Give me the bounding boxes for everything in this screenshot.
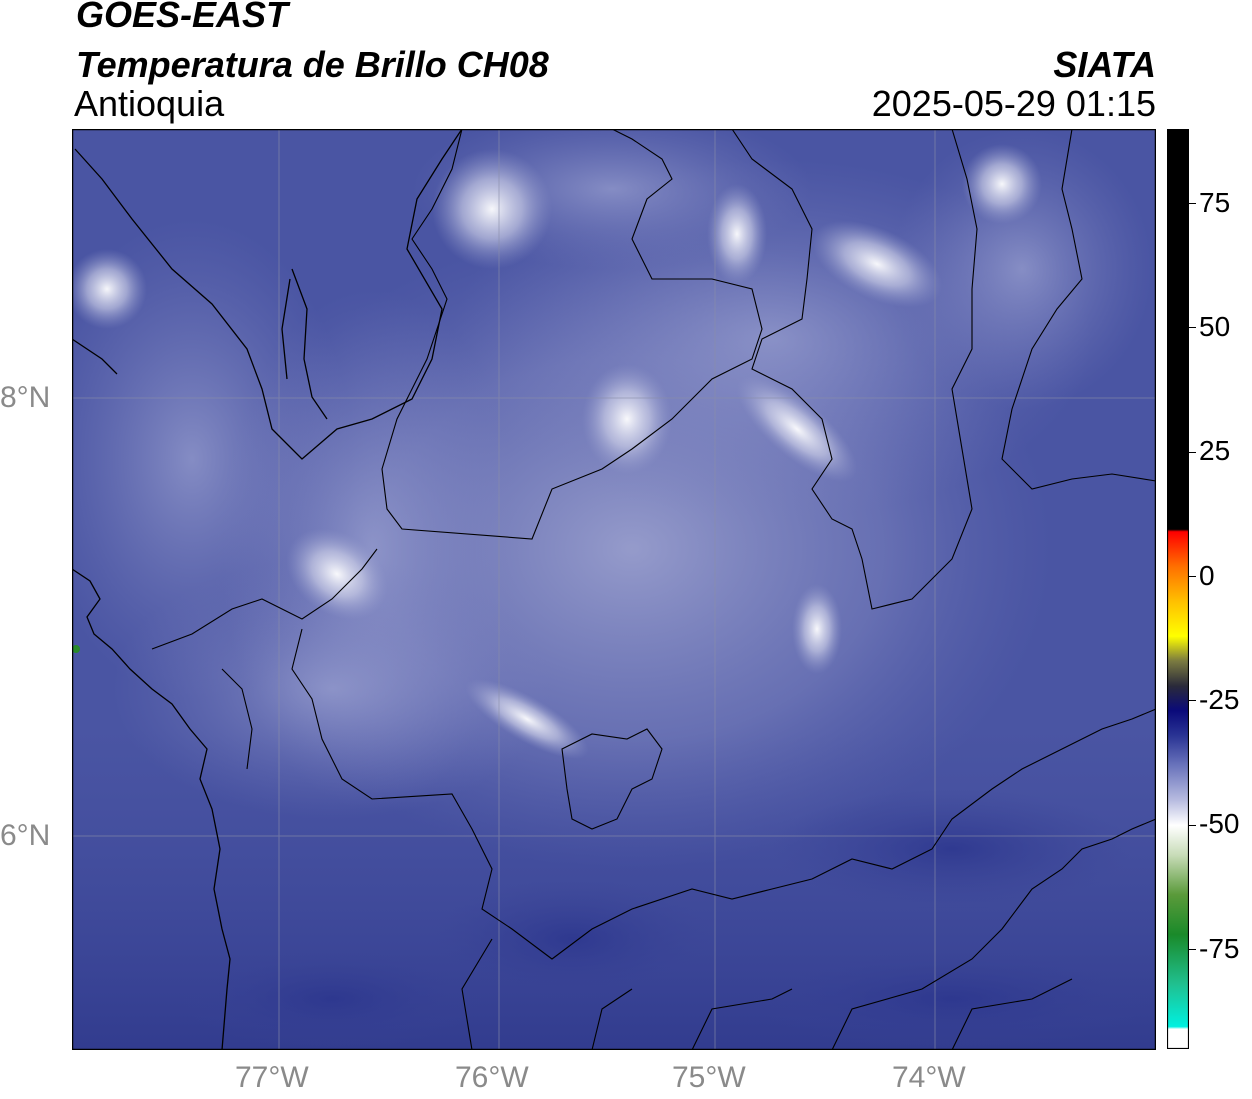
municipal-cluster <box>561 728 663 830</box>
colorbar-tick-mark <box>1189 327 1196 329</box>
title-datetime: 2025-05-29 01:15 <box>871 83 1156 124</box>
map-frame <box>72 129 1156 1050</box>
brightness-temperature-map <box>72 129 1156 1050</box>
pacific-coastline <box>72 568 231 1050</box>
northwest-coast <box>72 338 118 375</box>
colorbar <box>1167 129 1189 1049</box>
colorbar-fill <box>1167 129 1189 1049</box>
title-agency: SIATA <box>1053 44 1156 85</box>
east-boundary <box>1001 129 1156 490</box>
political-boundaries <box>151 129 1156 1050</box>
lon-tick-76w: 76°W <box>455 1061 529 1094</box>
colorbar-tick-label: 50 <box>1199 310 1231 342</box>
antioquia-east <box>731 129 978 610</box>
colorbar-tick-label: 25 <box>1199 435 1231 467</box>
colorbar-tick-label: 0 <box>1199 559 1215 591</box>
colorbar-tick-label: -25 <box>1199 683 1240 715</box>
colorbar-tick-mark <box>1189 576 1196 578</box>
colorbar-tick-mark <box>1189 203 1196 205</box>
colorbar-tick-label: 75 <box>1199 186 1231 218</box>
colorbar-tick-mark <box>1189 824 1196 826</box>
lon-tick-74w: 74°W <box>892 1061 966 1094</box>
coastlines <box>72 129 463 1050</box>
lat-tick-6n: 6°N <box>0 819 51 852</box>
colorbar-tick-mark <box>1189 451 1196 453</box>
colorbar-frame <box>1167 129 1189 1049</box>
caribbean-coastline <box>74 129 463 460</box>
lon-tick-77w: 77°W <box>235 1061 309 1094</box>
green-pixel-cluster <box>72 645 80 653</box>
lon-tick-75w: 75°W <box>672 1061 746 1094</box>
south-departments <box>461 818 1156 1050</box>
choco-boundary <box>151 548 378 770</box>
title-satellite: GOES-EAST <box>76 0 289 35</box>
colorbar-tick-label: -50 <box>1199 808 1240 840</box>
title-product: Temperatura de Brillo CH08 <box>76 44 549 85</box>
gridlines <box>72 129 1156 1050</box>
lat-tick-8n: 8°N <box>0 381 51 414</box>
colorbar-tick-label: -75 <box>1199 932 1240 964</box>
colorbar-tick-mark <box>1189 949 1196 951</box>
colorbar-tick-mark <box>1189 700 1196 702</box>
antioquia-south <box>291 628 1156 960</box>
gulf-of-uraba <box>281 268 328 420</box>
cloud-field <box>72 129 1152 1049</box>
antioquia-boundary <box>381 129 763 540</box>
title-region: Antioquia <box>74 83 225 124</box>
